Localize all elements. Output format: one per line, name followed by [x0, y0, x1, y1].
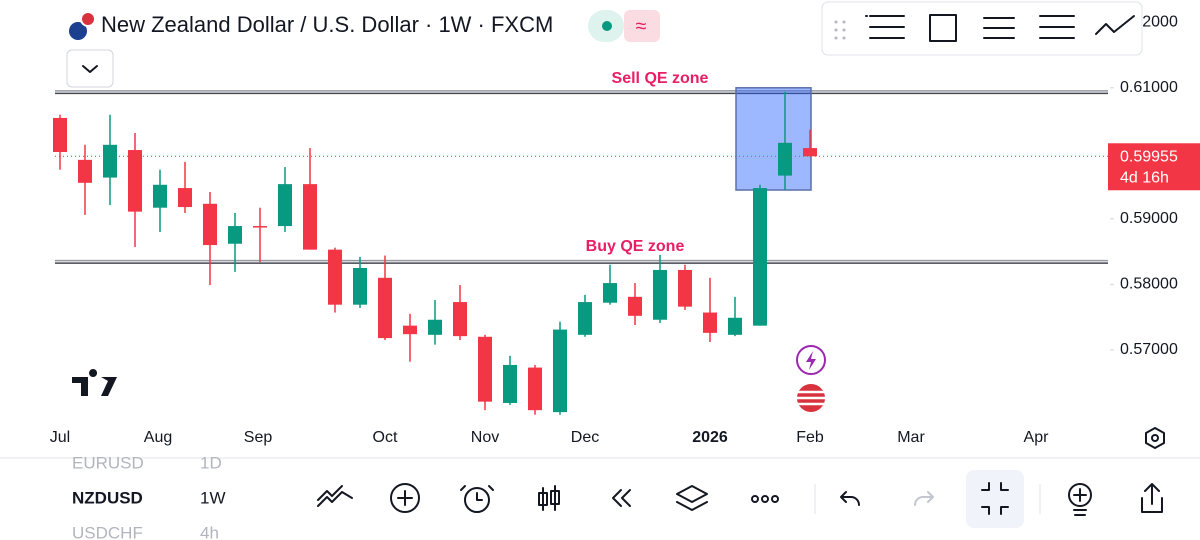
- candle-body: [553, 329, 567, 413]
- symbol-title: New Zealand Dollar / U.S. Dollar · 1W · …: [101, 12, 553, 37]
- x-tick-label: 2026: [692, 429, 728, 446]
- candle-body: [703, 312, 717, 333]
- more-button[interactable]: [751, 495, 779, 503]
- ideas-button[interactable]: [1068, 483, 1092, 507]
- chevron-icon: [82, 65, 98, 73]
- layers-button[interactable]: [676, 485, 708, 511]
- candle-body: [128, 150, 142, 212]
- candle-body: [628, 296, 642, 316]
- candle-body: [503, 364, 517, 403]
- price-tag-countdown: 4d 16h: [1120, 169, 1169, 186]
- price-tag: [1108, 143, 1200, 191]
- candle-body: [53, 117, 67, 153]
- fib-tool[interactable]: [983, 17, 1015, 39]
- price-tag-value: 0.59955: [1120, 148, 1178, 165]
- path-tool[interactable]: [1095, 15, 1135, 35]
- bulb-icon: [1073, 488, 1087, 516]
- watchlist-interval[interactable]: 1W: [200, 488, 226, 507]
- watchlist-symbol[interactable]: NZDUSD: [72, 488, 143, 507]
- delay-badge[interactable]: [624, 10, 660, 42]
- candle-body: [603, 283, 617, 303]
- annotation: Sell QE zone: [612, 70, 709, 87]
- candle-body: [428, 319, 442, 335]
- watchlist-interval[interactable]: 4h: [200, 523, 219, 540]
- candle-body: [353, 267, 367, 305]
- us-stripes: [797, 390, 825, 406]
- x-tick-label: Apr: [1024, 429, 1050, 446]
- candle-body: [153, 184, 167, 208]
- watchlist-interval[interactable]: 1D: [200, 453, 222, 472]
- candle-body: [328, 249, 342, 305]
- chart-type-button[interactable]: [317, 485, 353, 507]
- lines-tool[interactable]: [865, 15, 905, 39]
- x-tick-label: Oct: [373, 429, 398, 446]
- x-tick-label: Sep: [244, 429, 273, 446]
- x-tick-label: Aug: [144, 429, 172, 446]
- tv-logo: [72, 369, 117, 396]
- market-dot: [602, 21, 612, 31]
- delay-badge-text: ≈: [636, 15, 647, 37]
- annotation: Buy QE zone: [586, 238, 685, 255]
- lightning-icon: [806, 351, 816, 370]
- watchlist: EURUSD 1D NZDUSD 1W USDCHF 4h: [72, 453, 226, 540]
- plot-area: Sell QE zone Buy QE zone Jul Aug Sep Oct Nov De…: [50, 70, 1108, 446]
- candle-body: [578, 302, 592, 335]
- indicators-button[interactable]: [538, 485, 560, 511]
- us-flag: [80, 11, 96, 27]
- watchlist-symbol[interactable]: USDCHF: [72, 523, 143, 540]
- candle-body: [203, 203, 217, 246]
- candle-body: [803, 148, 817, 157]
- plus-icon: [397, 490, 413, 506]
- candle-body: [528, 367, 542, 411]
- undo-button[interactable]: [840, 491, 860, 506]
- candle-body: [653, 269, 667, 320]
- candle-body: [253, 226, 267, 228]
- candle-body: [728, 317, 742, 335]
- drawing-panel: [821, 1, 1143, 56]
- candle-body: [228, 226, 242, 244]
- x-tick-label: Mar: [897, 429, 925, 446]
- candle-body: [378, 277, 392, 339]
- drag-handle[interactable]: [834, 20, 846, 40]
- candle-body: [78, 159, 92, 183]
- candle-body: [678, 269, 692, 307]
- candle-body: [278, 184, 292, 227]
- fullscreen-button[interactable]: [966, 470, 1024, 528]
- y-tick-label: 0.58000: [1120, 276, 1178, 293]
- alert-button[interactable]: [464, 487, 490, 513]
- x-tick-label: Nov: [471, 429, 499, 446]
- candle-body: [753, 188, 767, 326]
- x-tick-label: Feb: [796, 429, 824, 446]
- pitchfork-tool[interactable]: [1039, 15, 1075, 39]
- replay-button[interactable]: [612, 489, 631, 507]
- collapse-icon: [981, 482, 1009, 515]
- share-button[interactable]: [1141, 483, 1163, 513]
- candle-body: [403, 325, 417, 335]
- collapse-button[interactable]: [66, 49, 114, 88]
- candle-body: [478, 336, 492, 402]
- x-tick-label: Dec: [571, 429, 599, 446]
- qe-zone: [735, 87, 812, 191]
- redo-button[interactable]: [914, 491, 934, 506]
- y-tick-label: 0.61000: [1120, 79, 1178, 96]
- x-tick-label: Jul: [50, 429, 70, 446]
- y-tick-label: 0.57000: [1120, 341, 1178, 358]
- candle-body: [103, 144, 117, 178]
- y-tick-label: 0.59000: [1120, 210, 1178, 227]
- clock-hands: [460, 485, 494, 501]
- add-button[interactable]: [390, 483, 420, 513]
- settings-icon[interactable]: [1145, 427, 1165, 449]
- settings-dot: [1151, 434, 1159, 442]
- watchlist-symbol[interactable]: EURUSD: [72, 453, 144, 472]
- nz-flag: [69, 22, 87, 40]
- candle-body: [453, 302, 467, 337]
- candle-body: [303, 184, 317, 250]
- candle-body: [778, 142, 792, 176]
- rect-tool[interactable]: [929, 14, 957, 42]
- candle-body: [178, 188, 192, 208]
